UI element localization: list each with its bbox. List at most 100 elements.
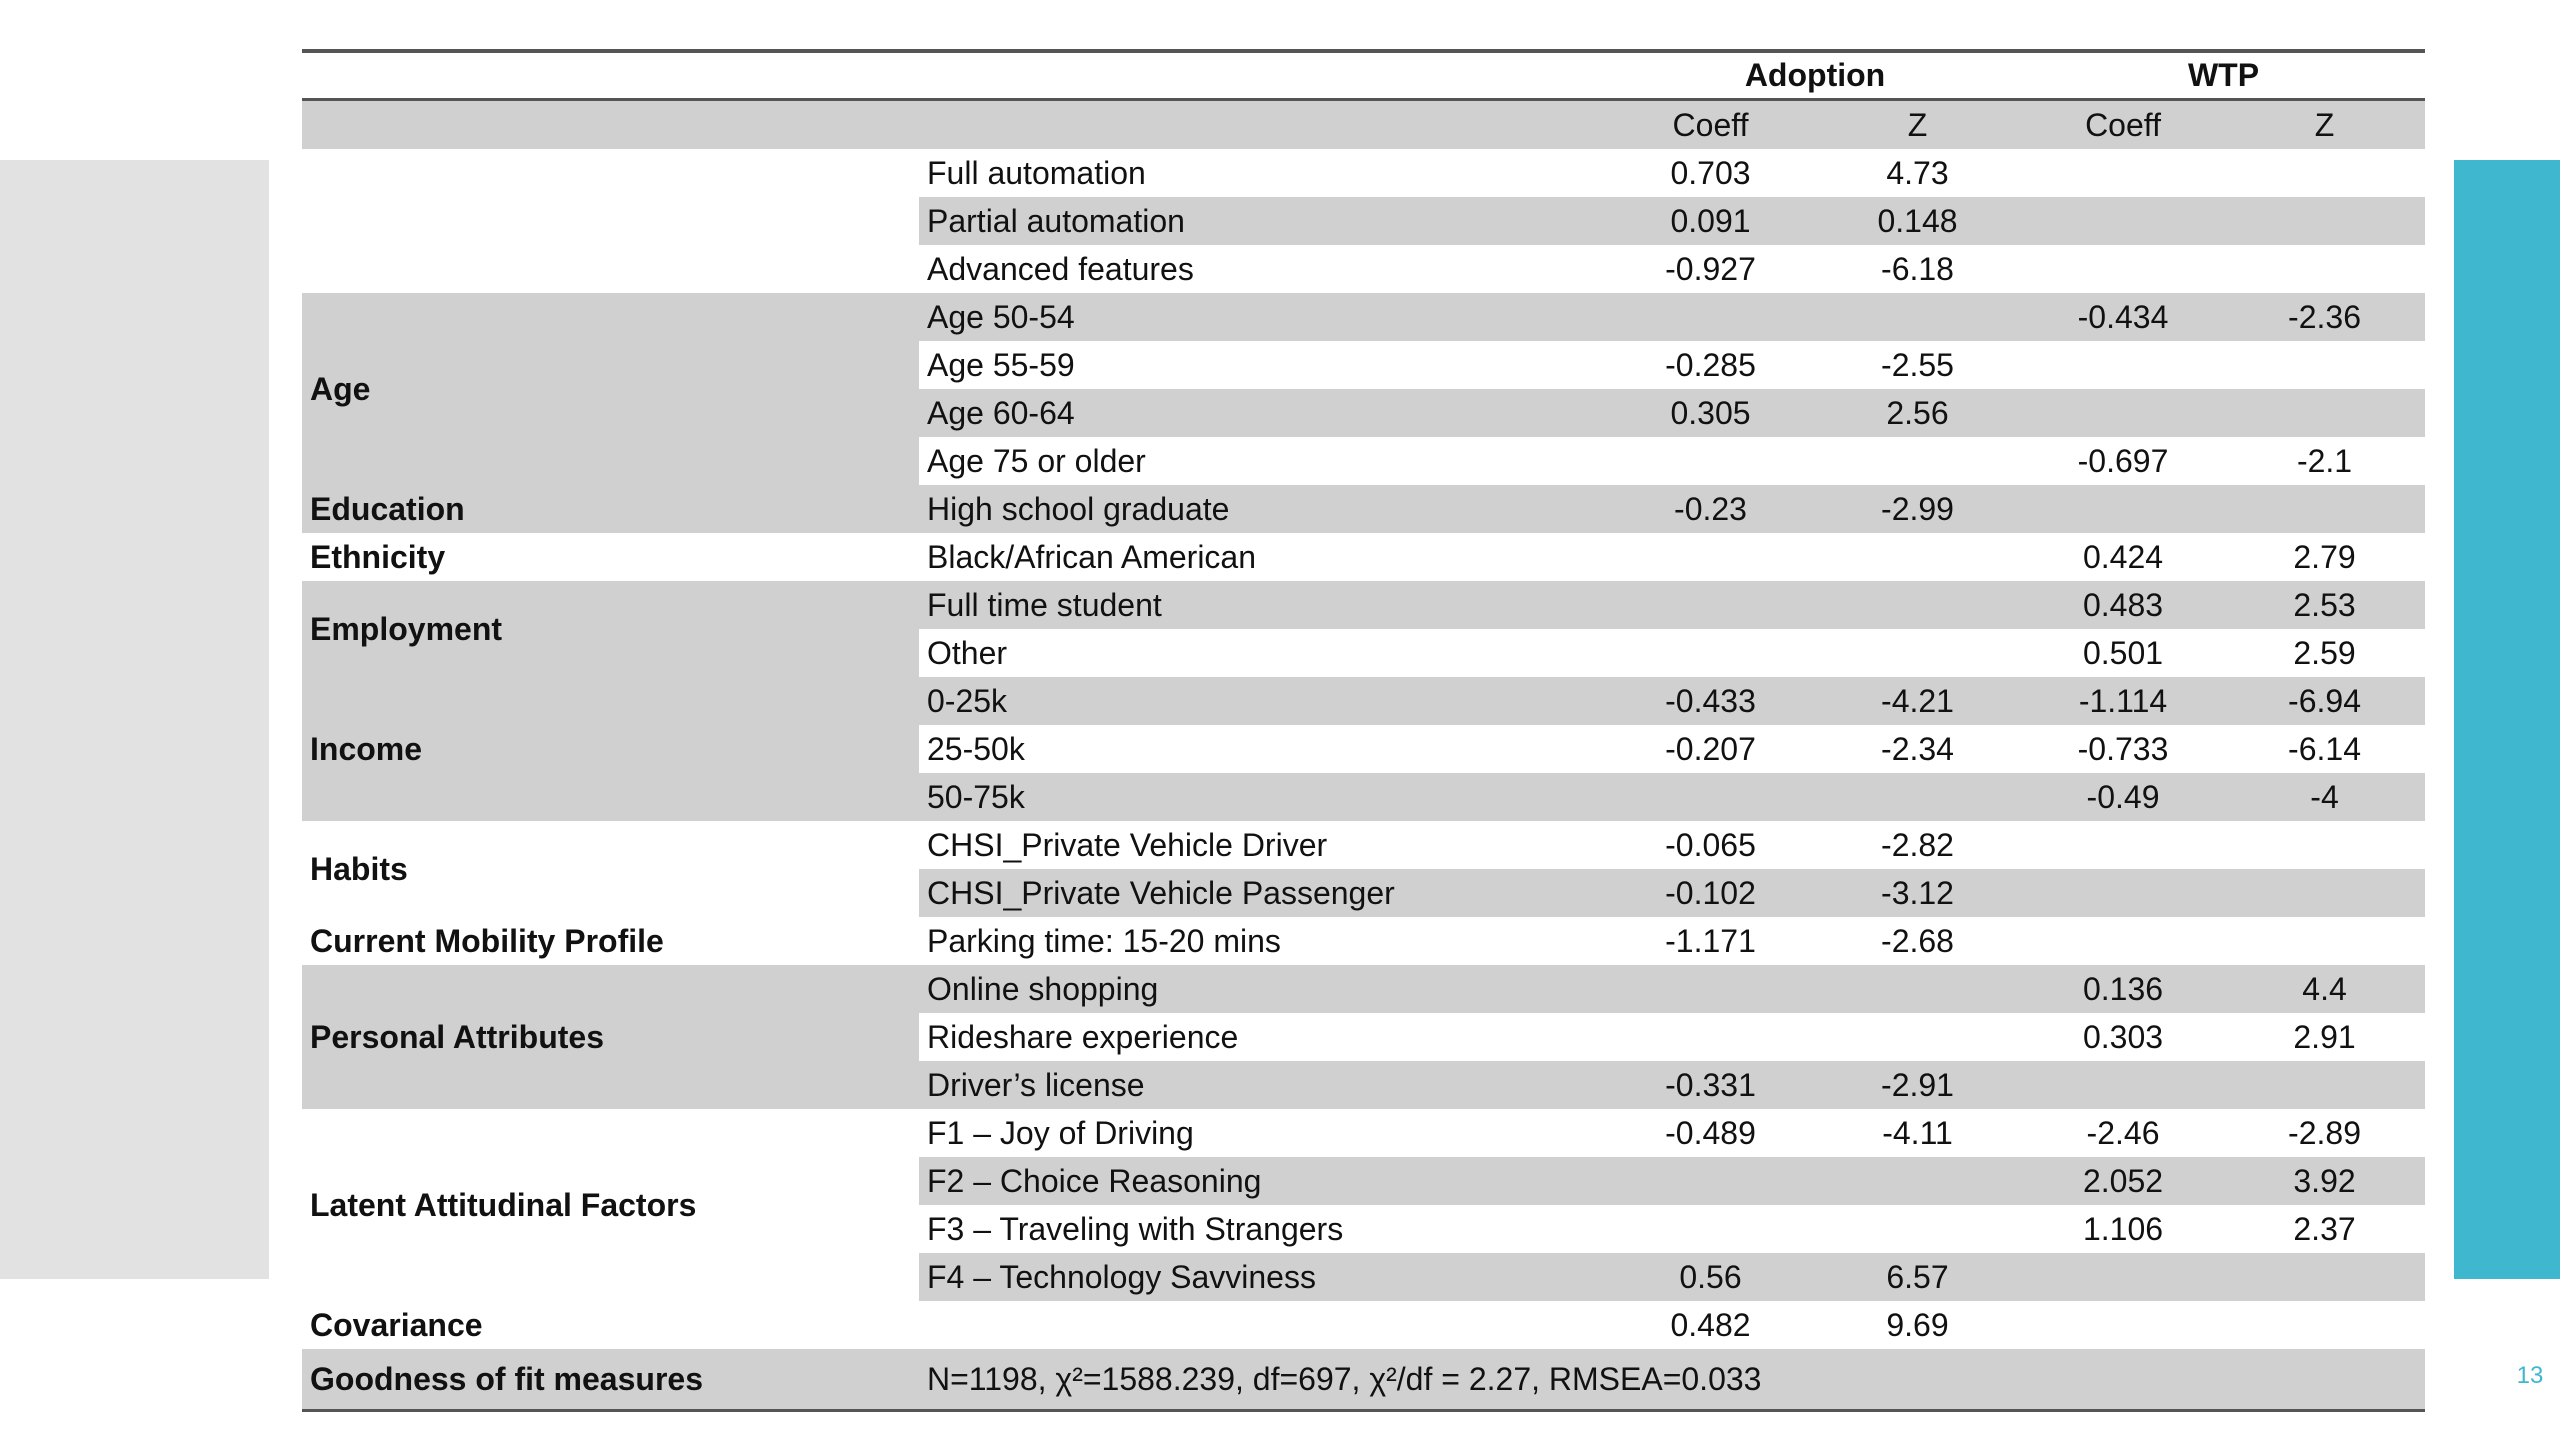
group-label bbox=[302, 149, 919, 293]
adoption-z bbox=[1813, 437, 2022, 485]
adoption-z: -2.91 bbox=[1813, 1061, 2023, 1109]
wtp-coeff bbox=[2022, 389, 2225, 437]
group-label: Current Mobility Profile bbox=[310, 922, 664, 959]
adoption-coeff: -0.065 bbox=[1665, 826, 1756, 863]
variable: Full automation bbox=[927, 154, 1146, 191]
wtp-z bbox=[2224, 245, 2425, 293]
wtp-coeff: 0.303 bbox=[2082, 1018, 2164, 1055]
adoption-z bbox=[1813, 533, 2022, 581]
wtp-coeff bbox=[2022, 485, 2225, 533]
table-row: Age 75 or older -0.697 -2.1 bbox=[302, 437, 2425, 485]
wtp-z bbox=[2224, 485, 2426, 533]
adoption-z: 0.148 bbox=[1813, 197, 2023, 245]
variable: Age 55-59 bbox=[927, 346, 1075, 383]
table-row: F3 – Traveling with Strangers 1.106 2.37 bbox=[302, 1205, 2425, 1253]
adoption-z: -4.21 bbox=[1813, 677, 2023, 725]
left-panel bbox=[0, 160, 269, 1279]
variable: 50-75k bbox=[919, 773, 1608, 821]
variable: 25-50k bbox=[927, 730, 1025, 767]
wtp-coeff bbox=[2022, 341, 2224, 389]
wtp-coeff bbox=[2022, 869, 2225, 917]
variable: High school graduate bbox=[919, 485, 1608, 533]
wtp-coeff: -2.46 bbox=[2086, 1114, 2160, 1151]
adoption-coeff bbox=[1608, 629, 1813, 677]
variable: Online shopping bbox=[919, 965, 1608, 1013]
page-number: 13 bbox=[2516, 1362, 2544, 1389]
table-row: Coeff Z Coeff Z bbox=[302, 99, 2426, 149]
adoption-coeff: 0.703 bbox=[1670, 154, 1751, 191]
group-label: Habits bbox=[310, 850, 408, 887]
variable: F3 – Traveling with Strangers bbox=[927, 1210, 1344, 1247]
adoption-coeff bbox=[1608, 437, 1813, 485]
blank-header bbox=[302, 99, 1608, 149]
adoption-z: -6.18 bbox=[1881, 250, 1954, 287]
adoption-coeff bbox=[1608, 965, 1813, 1013]
variable: Age 50-54 bbox=[919, 293, 1608, 341]
adoption-z bbox=[1813, 1157, 2023, 1205]
wtp-z bbox=[2224, 149, 2425, 197]
variable: F1 – Joy of Driving bbox=[927, 1114, 1194, 1151]
wtp-coeff: 0.501 bbox=[2082, 634, 2164, 671]
variable: 0-25k bbox=[919, 677, 1608, 725]
adoption-coeff: 0.305 bbox=[1608, 389, 1813, 437]
wtp-z bbox=[2224, 197, 2426, 245]
group-header: Adoption bbox=[1608, 51, 2023, 101]
wtp-z: 3.92 bbox=[2224, 1157, 2426, 1205]
adoption-coeff bbox=[1608, 581, 1813, 629]
table-row: Adoption WTP bbox=[302, 51, 2426, 101]
wtp-coeff: 0.483 bbox=[2022, 581, 2225, 629]
results-table: Adoption WTP Coeff Z Coeff Z Full automation 0.… bbox=[302, 49, 2426, 1412]
wtp-z bbox=[2224, 389, 2426, 437]
variable: Black/African American bbox=[927, 538, 1257, 575]
wtp-z bbox=[2224, 917, 2425, 965]
wtp-coeff: 2.052 bbox=[2022, 1157, 2225, 1205]
adoption-z bbox=[1813, 1205, 2022, 1253]
variable: Full time student bbox=[919, 581, 1608, 629]
adoption-z bbox=[1813, 773, 2023, 821]
adoption-z bbox=[1813, 581, 2023, 629]
adoption-coeff: 0.482 bbox=[1670, 1306, 1751, 1343]
wtp-coeff: -0.697 bbox=[2077, 442, 2169, 479]
table-row: F4 – Technology Savviness 0.56 6.57 bbox=[302, 1253, 2426, 1301]
variable: Rideshare experience bbox=[927, 1018, 1239, 1055]
adoption-z: -2.55 bbox=[1881, 346, 1954, 383]
variable: Age 60-64 bbox=[919, 389, 1608, 437]
wtp-z: -2.36 bbox=[2224, 293, 2426, 341]
column-header: Coeff bbox=[2022, 99, 2225, 149]
table-row: Age 55-59 -0.285 -2.55 bbox=[302, 341, 2425, 389]
wtp-z: 2.53 bbox=[2224, 581, 2426, 629]
table-row: Employment Full time student 0.483 2.53 bbox=[302, 581, 2426, 677]
blank-header bbox=[302, 51, 1608, 101]
table-row: Latent Attitudinal Factors F1 – Joy of Dr… bbox=[302, 1109, 2425, 1223]
adoption-z: -2.34 bbox=[1881, 730, 1954, 767]
adoption-z: -2.68 bbox=[1881, 922, 1954, 959]
table-row: F2 – Choice Reasoning 2.052 3.92 bbox=[302, 1157, 2426, 1205]
group-header: WTP bbox=[2022, 51, 2426, 101]
table-row: Other 0.501 2.59 bbox=[302, 629, 2425, 677]
group-label: Latent Attitudinal Factors bbox=[310, 1186, 697, 1223]
adoption-coeff bbox=[1608, 1013, 1813, 1061]
table-row: Age 60-64 0.305 2.56 bbox=[302, 389, 2426, 437]
variable: Partial automation bbox=[919, 197, 1608, 245]
table-row: Current Mobility Profile Parking time: 15… bbox=[302, 917, 2425, 965]
adoption-z bbox=[1813, 293, 2023, 341]
adoption-coeff: -0.207 bbox=[1665, 730, 1756, 767]
wtp-z: -6.94 bbox=[2224, 677, 2426, 725]
adoption-coeff: -0.285 bbox=[1665, 346, 1756, 383]
table-row: Education High school graduate -0.23 -2.99 bbox=[302, 485, 2426, 533]
table-row: 50-75k -0.49 -4 bbox=[302, 773, 2426, 821]
wtp-z bbox=[2224, 1253, 2426, 1301]
adoption-coeff: -0.331 bbox=[1608, 1061, 1813, 1109]
group-label: Employment bbox=[302, 581, 919, 677]
adoption-coeff bbox=[1608, 1157, 1813, 1205]
wtp-coeff: 1.106 bbox=[2082, 1210, 2164, 1247]
variable: CHSI_Private Vehicle Driver bbox=[927, 826, 1328, 863]
wtp-coeff: -1.114 bbox=[2022, 677, 2225, 725]
wtp-z bbox=[2224, 1301, 2425, 1349]
table-row: Partial automation 0.091 0.148 bbox=[302, 197, 2426, 245]
wtp-z bbox=[2224, 869, 2426, 917]
group-label: Age bbox=[302, 293, 919, 485]
variable bbox=[919, 1301, 1608, 1349]
wtp-coeff: -0.733 bbox=[2077, 730, 2169, 767]
wtp-coeff bbox=[2022, 821, 2224, 869]
